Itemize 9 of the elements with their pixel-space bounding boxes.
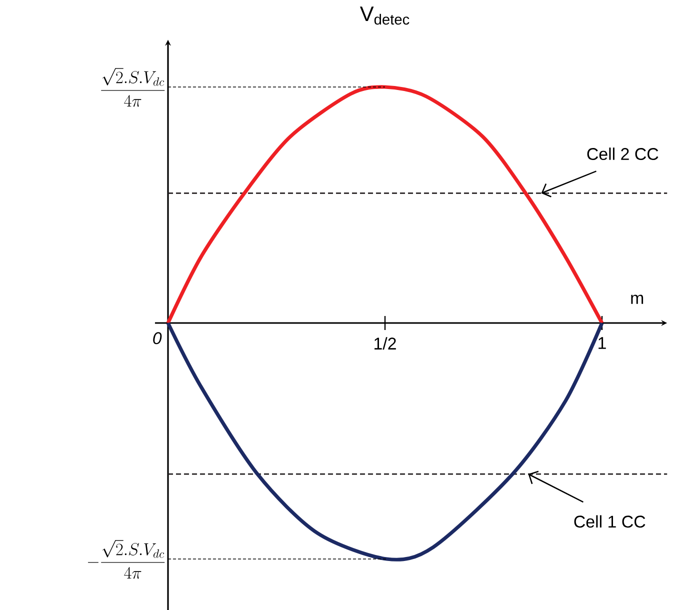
annotation: $\frac{\sqrt{2}.S.V_{dc}}{4\pi}$ xyxy=(101,68,165,107)
x-axis-title: m xyxy=(631,294,644,304)
x-tick-label: 0 xyxy=(153,332,162,344)
annotation: Cell 2 CC xyxy=(587,148,658,160)
chart-title: V$_{detec}$ xyxy=(360,6,410,25)
x-tick-label: 1 xyxy=(598,337,606,349)
x-tick-label: 1/2 xyxy=(374,337,396,350)
annotation: $-\frac{\sqrt{2}.S.V_{dc}}{4\pi}$ xyxy=(88,540,165,579)
annotation: Cell 1 CC xyxy=(574,515,646,528)
